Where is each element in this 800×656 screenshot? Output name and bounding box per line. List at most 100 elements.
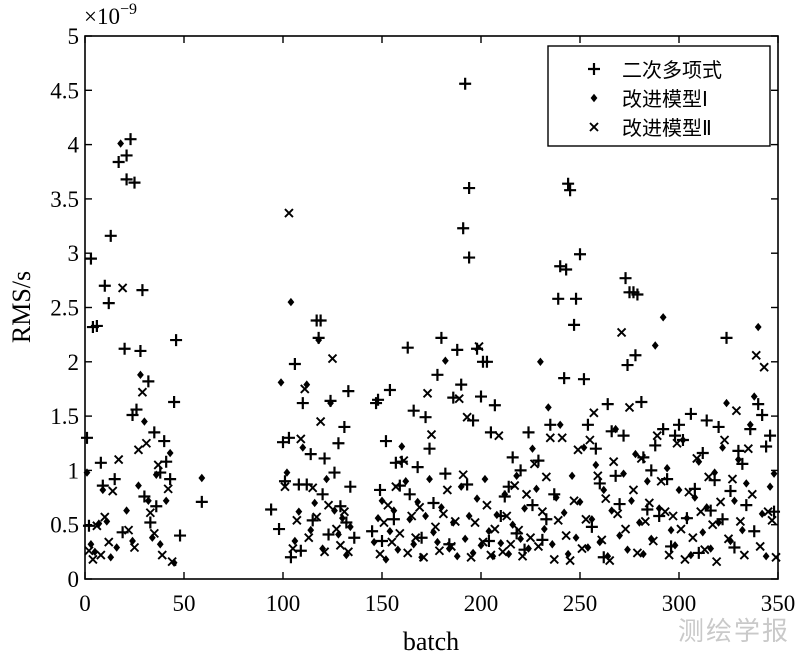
legend-markers: [588, 63, 600, 132]
series-3-point-9: [117, 283, 128, 293]
series-3-point-48: [414, 502, 425, 512]
series-3-point-120: [700, 545, 710, 555]
series-3-point-78: [533, 541, 544, 552]
series-1-point-152: [669, 429, 682, 442]
series-1-point-159: [696, 447, 709, 460]
series-1-point-135: [613, 498, 626, 511]
series-2-point-59: [441, 356, 449, 365]
y-multiplier-base: ×10: [84, 4, 120, 29]
series-2-point-80: [525, 544, 532, 553]
series-3-point-73: [513, 525, 524, 535]
series-1-point-80: [419, 411, 432, 424]
series-3-point-72: [509, 480, 520, 491]
series-1-point-34: [174, 529, 187, 542]
series-1-point-60: [340, 516, 353, 529]
series-2-point-41: [370, 537, 378, 547]
series-3-point-74: [517, 551, 528, 561]
series-3-point-134: [755, 541, 765, 552]
series-3-point-35: [335, 540, 346, 551]
series-3-point-47: [410, 533, 421, 543]
series-3-point-121: [704, 472, 714, 482]
series-3-point-16: [149, 528, 159, 539]
series-2-point-53: [418, 553, 425, 562]
series-2-point-105: [624, 545, 631, 554]
series-2-point-12: [135, 481, 142, 490]
legend-marker-3: [589, 122, 599, 132]
series-2-point-97: [592, 460, 600, 470]
series-3-point-34: [331, 524, 342, 534]
series-1-point-79: [415, 531, 428, 544]
series-3-point-71: [506, 539, 516, 549]
series-3-point-63: [474, 341, 484, 352]
series-1-point-153: [673, 418, 685, 431]
series-3-point-87: [569, 496, 579, 506]
series-2-point-19: [162, 496, 170, 506]
series-3-point-54: [438, 509, 449, 519]
series-1-point-123: [568, 318, 581, 331]
series-1-point-130: [593, 477, 606, 490]
series-3-point-94: [597, 535, 607, 545]
series-1-point-136: [617, 429, 630, 442]
series-1-point-117: [552, 292, 565, 305]
series-2-point-10: [123, 506, 130, 515]
series-2-point-129: [719, 443, 726, 452]
series-3-point-18: [157, 550, 167, 560]
series-1-point-89: [455, 378, 468, 391]
series-1-point-170: [740, 499, 753, 512]
series-1-point-146: [645, 464, 658, 477]
series-2-point-64: [461, 534, 469, 544]
series-3-point-88: [573, 445, 583, 455]
series-1-point-149: [657, 423, 670, 436]
series-1-point-41: [284, 551, 297, 564]
series-1-point-75: [401, 341, 414, 354]
series-1-point-102: [488, 399, 501, 412]
series-3-point-12: [133, 445, 144, 455]
series-3-point-92: [589, 408, 599, 418]
series-2-point-99: [600, 485, 608, 495]
series-1-point-126: [577, 373, 590, 386]
series-3-point-30: [315, 416, 326, 427]
series-3-point-91: [585, 435, 595, 445]
series-1-point-66: [372, 393, 385, 406]
series-1-point-67: [374, 483, 387, 496]
series-1-point-108: [514, 464, 527, 477]
series-3-point-62: [470, 517, 480, 528]
series-2-point-106: [628, 496, 635, 506]
series-1-point-174: [756, 409, 769, 422]
series-1-point-5: [90, 319, 103, 332]
series-1-point-27: [150, 500, 163, 513]
series-3-point-6: [104, 537, 114, 547]
series-1-point-69: [379, 435, 392, 448]
legend-label-model-2: 改进模型Ⅱ: [622, 116, 712, 140]
series-3-point-129: [735, 516, 746, 527]
series-1-point-3: [84, 252, 97, 265]
series-3-point-77: [529, 459, 540, 469]
series-2-point-114: [659, 313, 667, 322]
series-3-point-5: [100, 512, 110, 522]
series-1-point-19: [128, 176, 141, 189]
y-tick-label-3: 1.5: [50, 404, 79, 429]
series-2-point-92: [572, 533, 580, 542]
series-3-point-116: [684, 487, 694, 497]
series-2-point-110: [643, 477, 651, 486]
series-3-point-11: [129, 542, 140, 553]
series-2-point-43: [378, 496, 386, 506]
series-2-point-3: [91, 547, 99, 557]
series-1-point-68: [376, 534, 388, 547]
series-1-point-20: [130, 403, 143, 416]
series-3-point-44: [399, 455, 409, 466]
series-3-point-136: [763, 506, 773, 517]
series-3-point-132: [747, 489, 757, 499]
y-tick-label-10: 5: [68, 24, 80, 49]
series-1-point-25: [144, 516, 157, 529]
series-1-point-61: [342, 385, 355, 398]
watermark-text: 测绘学报: [677, 617, 790, 647]
y-tick-label-5: 2.5: [50, 296, 79, 321]
series-1-point-54: [322, 528, 335, 541]
series-3-point-100: [620, 524, 631, 534]
series-3-point-2: [88, 554, 98, 565]
series-2-point-125: [703, 503, 711, 512]
series-2-point-45: [386, 527, 394, 536]
series-3-point-93: [593, 471, 603, 481]
series-3-point-109: [656, 476, 666, 486]
